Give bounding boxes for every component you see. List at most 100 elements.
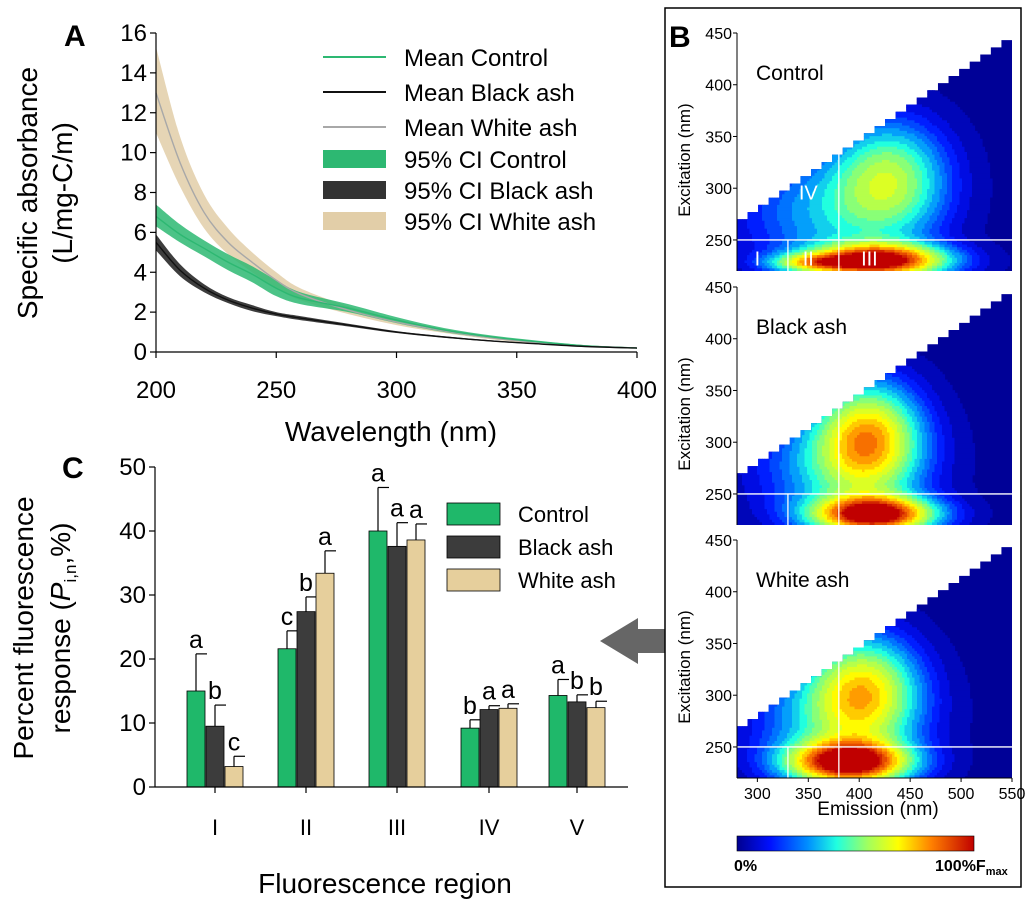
eem-cell bbox=[887, 241, 891, 246]
eem-cell bbox=[832, 268, 836, 271]
eem-cell bbox=[757, 255, 761, 259]
significance-letter: a bbox=[318, 523, 332, 551]
eem-cell bbox=[819, 263, 823, 267]
eem-cell bbox=[922, 178, 926, 182]
eem-cell bbox=[894, 241, 898, 246]
eem-cell bbox=[767, 165, 771, 169]
eem-cell bbox=[899, 128, 903, 132]
eem-cell bbox=[849, 183, 853, 187]
eem-cell bbox=[897, 162, 901, 166]
eem-cell bbox=[757, 136, 761, 140]
eem-cell bbox=[749, 175, 753, 180]
eem-cell bbox=[849, 88, 853, 92]
eem-cell bbox=[922, 125, 926, 129]
eem-cell bbox=[897, 215, 901, 219]
eem-cell bbox=[889, 101, 893, 105]
eem-cell bbox=[859, 154, 863, 158]
eem-cell bbox=[819, 218, 823, 222]
eem-cell bbox=[832, 194, 836, 198]
eem-cell bbox=[897, 263, 901, 267]
eem-cell bbox=[917, 218, 921, 222]
eem-cell bbox=[887, 167, 891, 172]
eem-cell bbox=[822, 218, 826, 222]
eem-cell bbox=[822, 157, 826, 161]
eem-cell bbox=[767, 175, 771, 180]
eem-cell bbox=[824, 252, 828, 256]
eem-cell bbox=[829, 252, 833, 256]
eem-cell bbox=[767, 194, 771, 198]
eem-cell bbox=[889, 263, 893, 267]
eem-cell bbox=[747, 154, 751, 158]
eem-cell bbox=[762, 136, 766, 140]
eem-cell bbox=[802, 204, 806, 209]
eem-cell bbox=[902, 223, 906, 227]
eem-cell bbox=[824, 101, 828, 105]
eem-cell bbox=[902, 178, 906, 182]
eem-cell bbox=[752, 181, 756, 185]
eem-cell bbox=[839, 167, 843, 172]
eem-cell bbox=[874, 218, 878, 222]
eem-cell bbox=[834, 241, 838, 246]
eem-cell bbox=[867, 220, 871, 224]
eem-cell bbox=[887, 138, 891, 143]
eem-cell bbox=[904, 220, 908, 224]
eem-cell bbox=[874, 186, 878, 190]
eem-cell bbox=[787, 191, 791, 195]
eem-cell bbox=[754, 268, 758, 271]
eem-cell bbox=[904, 239, 908, 243]
eem-cell bbox=[767, 247, 771, 251]
eem-cell bbox=[797, 178, 801, 182]
eem-cell bbox=[749, 159, 753, 164]
eem-cell bbox=[907, 233, 911, 238]
eem-cell bbox=[829, 101, 833, 105]
eem-cell bbox=[914, 244, 918, 248]
eem-cell bbox=[872, 154, 876, 158]
eem-cell bbox=[904, 117, 908, 121]
eem-cell bbox=[789, 257, 793, 262]
eem-cell bbox=[907, 228, 911, 232]
eem-cell bbox=[797, 167, 801, 172]
eem-cell bbox=[922, 144, 926, 148]
eem-cell bbox=[884, 120, 888, 124]
eem-cell bbox=[829, 96, 833, 100]
eem-cell bbox=[764, 196, 768, 201]
eem-cell bbox=[744, 207, 748, 211]
eem-cell bbox=[852, 107, 856, 111]
eem-cell bbox=[842, 104, 846, 108]
eem-cell bbox=[844, 212, 848, 217]
eem-cell bbox=[867, 104, 871, 108]
eem-cell bbox=[774, 233, 778, 238]
significance-letter: a bbox=[390, 495, 404, 523]
eem-cell bbox=[832, 265, 836, 269]
eem-cell bbox=[739, 181, 743, 185]
eem-cell bbox=[892, 239, 896, 243]
eem-cell bbox=[774, 268, 778, 271]
eem-cell bbox=[894, 181, 898, 185]
eem-cell bbox=[917, 165, 921, 169]
eem-cell bbox=[874, 117, 878, 121]
eem-cell bbox=[894, 167, 898, 172]
eem-cell bbox=[899, 146, 903, 150]
eem-cell bbox=[889, 196, 893, 201]
eem-cell bbox=[869, 93, 873, 98]
eem-cell bbox=[784, 218, 788, 222]
eem-cell bbox=[759, 175, 763, 180]
eem-cell bbox=[884, 241, 888, 246]
eem-cell bbox=[832, 207, 836, 211]
eem-cell bbox=[877, 215, 881, 219]
eem-cell bbox=[777, 136, 781, 140]
eem-cell bbox=[844, 117, 848, 121]
eem-cell bbox=[857, 114, 861, 119]
eem-cell bbox=[859, 244, 863, 248]
eem-cell bbox=[819, 101, 823, 105]
eem-cell bbox=[899, 241, 903, 246]
eem-cell bbox=[804, 204, 808, 209]
eem-cell bbox=[809, 202, 813, 206]
eem-cell bbox=[872, 220, 876, 224]
eem-cell bbox=[819, 144, 823, 148]
eem-cell bbox=[764, 252, 768, 256]
eem-cell bbox=[872, 186, 876, 190]
eem-cell bbox=[772, 260, 776, 264]
eem-cell bbox=[887, 228, 891, 232]
eem-cell bbox=[854, 226, 858, 230]
